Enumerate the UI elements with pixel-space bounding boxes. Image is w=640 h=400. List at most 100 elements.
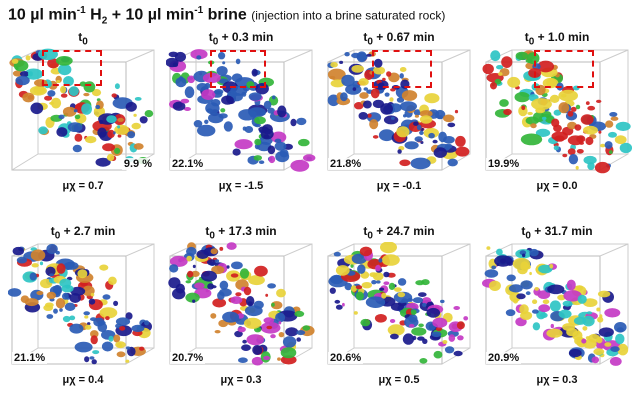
pore-cluster-blob bbox=[546, 78, 557, 87]
pore-cluster-blob bbox=[63, 261, 79, 270]
pore-cluster-blob bbox=[280, 347, 297, 359]
pore-cluster-blob bbox=[27, 71, 33, 77]
pore-cluster-blob bbox=[537, 60, 555, 73]
pore-cluster-blob bbox=[433, 350, 443, 359]
mu-chi-label: μχ = 0.4 bbox=[62, 374, 104, 386]
pore-cluster-blob bbox=[242, 339, 247, 344]
pore-cluster-blob bbox=[380, 242, 397, 254]
pore-cluster-blob bbox=[389, 319, 396, 323]
pore-cluster-blob bbox=[205, 102, 220, 115]
pore-cluster-blob bbox=[186, 255, 192, 262]
pore-cluster-blob bbox=[533, 111, 545, 123]
pore-cluster-blob bbox=[266, 325, 273, 330]
mu-chi-label: μχ = -0.1 bbox=[376, 180, 422, 192]
pore-cluster-blob bbox=[277, 357, 281, 361]
pore-cluster-blob bbox=[604, 308, 621, 318]
pore-cluster-blob bbox=[277, 105, 287, 118]
pore-cluster-blob bbox=[327, 94, 340, 107]
pore-cluster-blob bbox=[387, 324, 405, 336]
pore-cluster-blob bbox=[30, 102, 44, 115]
pore-cluster-blob bbox=[234, 330, 243, 338]
pore-cluster-blob bbox=[379, 287, 385, 291]
pore-cluster-blob bbox=[619, 142, 632, 154]
pore-cluster-blob bbox=[608, 131, 617, 138]
pore-cluster-blob bbox=[413, 121, 419, 126]
pore-cluster-blob bbox=[616, 327, 624, 333]
pore-cluster-blob bbox=[272, 95, 276, 100]
pore-cluster-blob bbox=[178, 76, 184, 81]
pore-cluster-blob bbox=[335, 265, 350, 276]
pore-cluster-blob bbox=[583, 155, 597, 165]
pore-cluster-blob bbox=[551, 118, 560, 128]
saturation-label: 22.1% bbox=[170, 158, 206, 170]
pore-cluster-blob bbox=[186, 246, 197, 256]
pore-cluster-blob bbox=[605, 120, 614, 128]
pore-cluster-blob bbox=[419, 115, 433, 124]
pore-cluster-blob bbox=[568, 154, 579, 165]
pore-cluster-blob bbox=[412, 297, 424, 304]
pore-cluster-blob bbox=[598, 130, 602, 134]
pore-cluster-blob bbox=[549, 300, 561, 312]
pore-cluster-blob bbox=[296, 330, 306, 336]
pore-cluster-blob bbox=[576, 135, 586, 143]
pore-cluster-blob bbox=[361, 282, 372, 289]
pore-cluster-blob bbox=[366, 53, 372, 57]
pore-cluster-blob bbox=[456, 321, 465, 330]
pore-cluster-blob bbox=[83, 311, 90, 316]
panel-time-label: t0 + 2.7 min bbox=[50, 224, 116, 242]
pore-cluster-blob bbox=[373, 58, 383, 68]
cube-edge-depth bbox=[125, 347, 155, 365]
pore-cluster-blob bbox=[117, 117, 124, 122]
pore-cluster-blob bbox=[258, 126, 269, 133]
pore-cluster-blob bbox=[131, 324, 145, 332]
pore-cluster-blob bbox=[585, 136, 594, 146]
pore-cluster-blob bbox=[455, 146, 470, 157]
pore-cluster-blob bbox=[359, 92, 369, 99]
pore-cluster-blob bbox=[11, 58, 19, 64]
pore-cluster-blob bbox=[190, 49, 208, 60]
pore-cluster-blob bbox=[68, 86, 79, 97]
pore-cluster-blob bbox=[24, 298, 39, 307]
mu-chi-label: μχ = 0.5 bbox=[378, 374, 420, 386]
rock-volume-render: 22.1% bbox=[166, 48, 316, 174]
pore-cluster-blob bbox=[90, 317, 97, 322]
pore-cluster-blob bbox=[243, 286, 252, 296]
pore-cluster-blob bbox=[389, 97, 394, 102]
mu-chi-label: μχ = 0.0 bbox=[536, 180, 578, 192]
pore-cluster-blob bbox=[91, 89, 102, 97]
pore-cluster-blob bbox=[242, 126, 247, 131]
pore-cluster-blob bbox=[16, 256, 27, 264]
pore-cluster-blob bbox=[455, 135, 466, 147]
pore-cluster-blob bbox=[397, 292, 406, 298]
pore-cluster-blob bbox=[360, 318, 371, 327]
pore-cluster-blob bbox=[521, 105, 526, 111]
pore-cluster-blob bbox=[399, 101, 417, 112]
pore-cluster-blob bbox=[575, 165, 579, 170]
pore-cluster-blob bbox=[587, 105, 596, 111]
pore-cluster-blob bbox=[454, 109, 459, 114]
pore-cluster-blob bbox=[77, 269, 88, 279]
pore-cluster-blob bbox=[596, 99, 602, 103]
pore-cluster-blob bbox=[33, 86, 45, 95]
pore-cluster-blob bbox=[562, 300, 573, 307]
pore-cluster-blob bbox=[278, 321, 282, 325]
pore-cluster-blob bbox=[390, 333, 399, 340]
pore-cluster-blob bbox=[371, 280, 377, 285]
pore-cluster-blob bbox=[534, 287, 539, 291]
pore-cluster-blob bbox=[499, 99, 509, 107]
pore-cluster-blob bbox=[243, 317, 262, 329]
pore-cluster-blob bbox=[532, 309, 539, 314]
pore-cluster-blob bbox=[532, 299, 538, 304]
pore-cluster-blob bbox=[525, 62, 535, 70]
zoom-region-box bbox=[534, 50, 594, 88]
pore-cluster-blob bbox=[586, 311, 593, 315]
pore-cluster-blob bbox=[99, 307, 118, 319]
pore-cluster-blob bbox=[404, 316, 419, 328]
pore-cluster-blob bbox=[60, 85, 67, 94]
pore-cluster-blob bbox=[46, 291, 56, 300]
pore-cluster-blob bbox=[610, 346, 620, 352]
cube-edge-depth bbox=[11, 153, 39, 171]
zoom-region-box bbox=[42, 50, 102, 86]
pore-cluster-blob bbox=[542, 299, 550, 304]
pore-cluster-blob bbox=[386, 71, 392, 77]
